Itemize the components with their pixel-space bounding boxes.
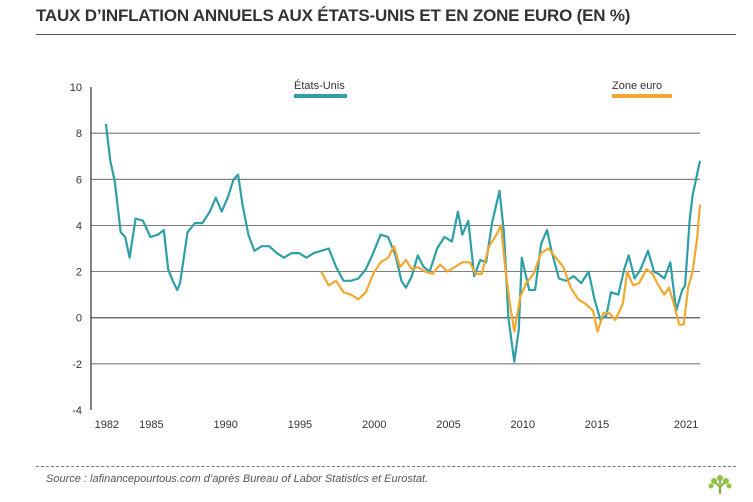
inflation-chart: -4 -2 0 2 4 6 8 10 1982 1985 1990 1995 2000 2005 2010… xyxy=(70,79,702,431)
x-tick-label: 2000 xyxy=(362,419,386,431)
x-tick-labels: 1982 1985 1990 1995 2000 2005 2010 2015 2021 xyxy=(95,419,699,431)
x-tick-label: 2005 xyxy=(436,419,460,431)
series-lines xyxy=(104,123,702,363)
y-tick-label: 0 xyxy=(76,313,82,325)
x-tick-label: 1990 xyxy=(213,419,237,431)
title-divider xyxy=(36,34,736,35)
series-line-zone-euro xyxy=(320,204,702,333)
series-line-etats-unis xyxy=(104,123,702,363)
y-tick-label: -4 xyxy=(72,405,82,417)
x-tick-label: 2010 xyxy=(511,419,535,431)
x-tick-label: 1982 xyxy=(95,419,119,431)
y-tick-label: 4 xyxy=(76,220,82,232)
tree-logo-icon xyxy=(708,475,732,494)
legend-label-zone-euro: Zone euro xyxy=(612,80,662,92)
chart-title: TAUX D’INFLATION ANNUELS AUX ÉTATS-UNIS … xyxy=(36,6,631,25)
x-tick-label: 2015 xyxy=(585,419,609,431)
y-tick-labels: -4 -2 0 2 4 6 8 10 xyxy=(70,82,82,417)
legend-label-etats-unis: États-Unis xyxy=(294,79,345,92)
x-tick-label: 1995 xyxy=(288,419,312,431)
x-tick-label: 2021 xyxy=(674,419,698,431)
y-tick-label: 8 xyxy=(76,128,82,140)
source-divider xyxy=(36,466,736,467)
y-tick-label: -2 xyxy=(72,359,82,371)
y-tick-label: 10 xyxy=(70,82,82,94)
legend: États-Unis Zone euro xyxy=(294,79,672,98)
x-tick-label: 1985 xyxy=(139,419,163,431)
y-tick-label: 6 xyxy=(76,174,82,186)
y-tick-label: 2 xyxy=(76,267,82,279)
source-note: Source : lafinancepourtous.com d’après B… xyxy=(46,473,429,485)
